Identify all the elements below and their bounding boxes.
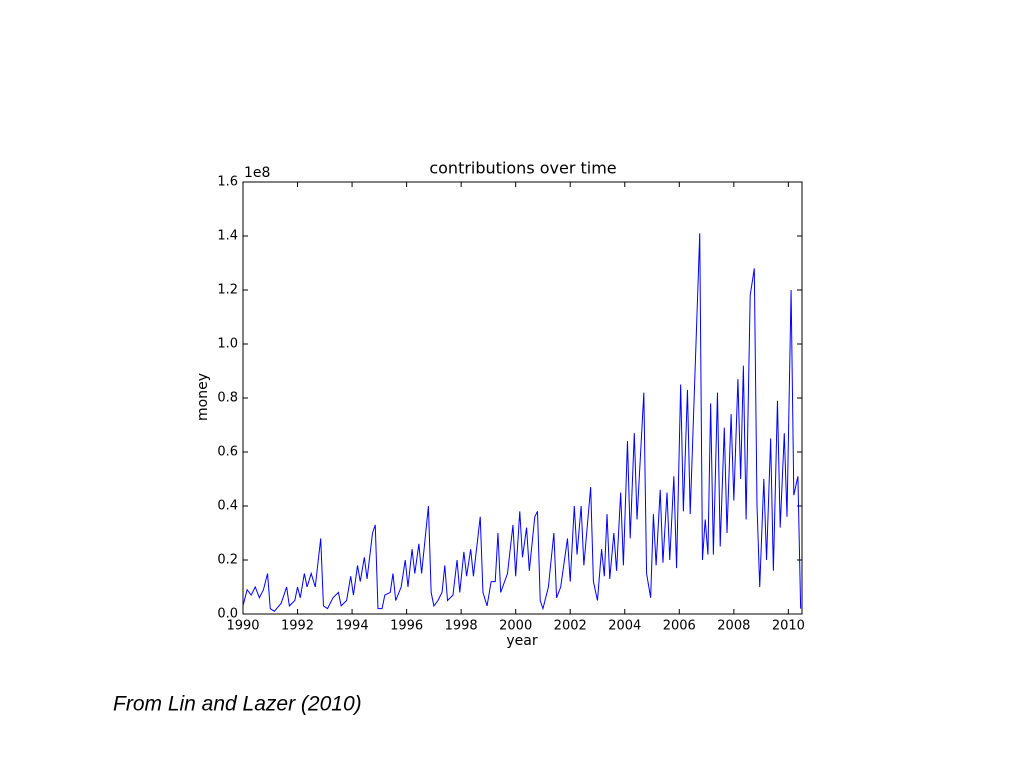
y-tick-label: 0.6 (217, 445, 238, 460)
data-line (242, 233, 802, 612)
y-axis-label: money (195, 373, 211, 421)
y-tick-label: 1.6 (217, 175, 238, 190)
x-tick-label: 2000 (499, 619, 532, 634)
y-tick-label: 0.4 (217, 499, 238, 514)
x-tick-label: 2010 (772, 619, 805, 634)
x-tick-label: 1998 (445, 619, 478, 634)
y-tick-label: 1.4 (217, 229, 238, 244)
x-tick-label: 1990 (226, 619, 259, 634)
x-tick-label: 1992 (281, 619, 314, 634)
x-tick-label: 2002 (554, 619, 587, 634)
y-tick-label: 0.0 (217, 607, 238, 622)
x-tick-label: 2006 (663, 619, 696, 634)
chart-title: contributions over time (429, 159, 616, 178)
x-tick-label: 2008 (717, 619, 750, 634)
y-tick-label: 0.8 (217, 391, 238, 406)
caption: From Lin and Lazer (2010) (113, 693, 362, 716)
y-offset-label: 1e8 (244, 165, 270, 181)
y-tick-label: 0.2 (217, 553, 238, 568)
y-tick-label: 1.2 (217, 283, 238, 298)
x-axis-label: year (506, 633, 537, 649)
x-tick-label: 1996 (390, 619, 423, 634)
y-tick-label: 1.0 (217, 337, 238, 352)
x-tick-label: 1994 (336, 619, 369, 634)
x-tick-label: 2004 (608, 619, 641, 634)
